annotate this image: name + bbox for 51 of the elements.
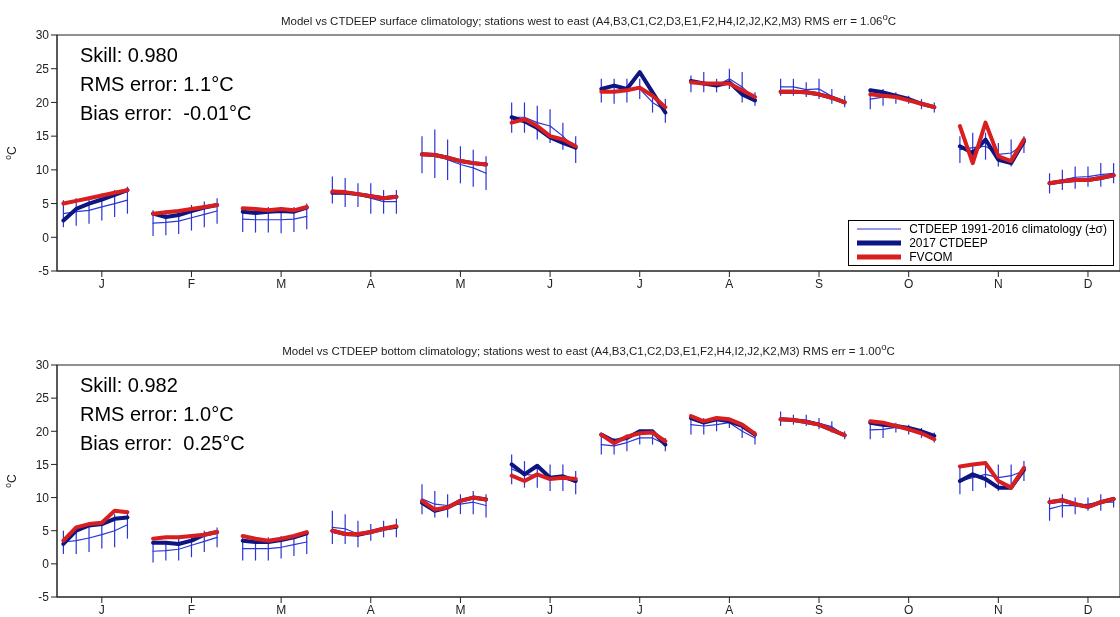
x-tick-label: S (815, 276, 824, 291)
legend-label: CTDEEP 1991-2016 climatology (±σ) (909, 222, 1107, 236)
x-tick-label: J (547, 276, 554, 291)
legend-label: 2017 CTDEEP (909, 236, 988, 250)
x-tick-label: A (366, 602, 375, 617)
y-tick-label: 5 (42, 196, 50, 211)
x-tick-label: J (636, 276, 643, 291)
y-tick-label: 5 (42, 523, 50, 538)
y-tick-label: 10 (35, 490, 50, 505)
y-tick-label: 25 (35, 391, 50, 406)
x-tick-label: F (187, 276, 196, 291)
x-tick-label: A (725, 602, 734, 617)
annotation: RMS error: 1.1°C (80, 72, 235, 97)
y-tick-label: 10 (35, 163, 50, 178)
y-tick-label: 15 (35, 457, 50, 472)
x-tick-label: J (98, 276, 105, 291)
x-tick-label: O (904, 276, 914, 291)
x-tick-label: M (455, 276, 466, 291)
legend-label: FVCOM (909, 250, 953, 264)
y-tick-label: 30 (35, 28, 50, 43)
annotation: Bias error: -0.01°C (80, 101, 252, 126)
y-tick-label: 20 (35, 424, 50, 439)
x-tick-label: S (815, 602, 824, 617)
x-tick-label: M (455, 602, 466, 617)
y-tick-label: 0 (42, 557, 50, 572)
annotation: Skill: 0.982 (80, 373, 179, 398)
x-tick-label: A (725, 276, 734, 291)
y-tick-label: 20 (35, 95, 50, 110)
x-tick-label: J (636, 602, 643, 617)
x-tick-label: M (276, 276, 287, 291)
annotation: RMS error: 1.0°C (80, 402, 235, 427)
x-tick-label: D (1083, 276, 1093, 291)
y-tick-label: -5 (38, 264, 50, 279)
x-tick-label: N (994, 276, 1003, 291)
x-tick-label: J (547, 602, 554, 617)
y-tick-label: 0 (42, 230, 50, 245)
x-tick-label: D (1083, 602, 1093, 617)
y-tick-label: 25 (35, 61, 50, 76)
chart-title: Model vs CTDEEP surface climatology; stations west to east (A4,B3,C1,C2,D3,E1,F2,H4,I2,J2,K2,M3) RMS err = 1.06$^{o}$C (279, 11, 898, 27)
x-tick-label: F (187, 602, 196, 617)
y-tick-label: 30 (35, 358, 50, 373)
x-tick-label: O (904, 602, 914, 617)
x-tick-label: N (994, 602, 1003, 617)
chart-title: Model vs CTDEEP bottom climatology; stations west to east (A4,B3,C1,C2,D3,E1,F2,H4,I2,J2,K2,M3) RMS err = 1.00$^{o}$C (281, 341, 896, 357)
annotation: Skill: 0.980 (80, 43, 179, 68)
annotation: Bias error: 0.25°C (80, 431, 245, 456)
x-tick-label: A (366, 276, 375, 291)
y-tick-label: 15 (35, 129, 50, 144)
y-tick-label: -5 (38, 590, 50, 605)
x-tick-label: J (98, 602, 105, 617)
x-tick-label: M (276, 602, 287, 617)
